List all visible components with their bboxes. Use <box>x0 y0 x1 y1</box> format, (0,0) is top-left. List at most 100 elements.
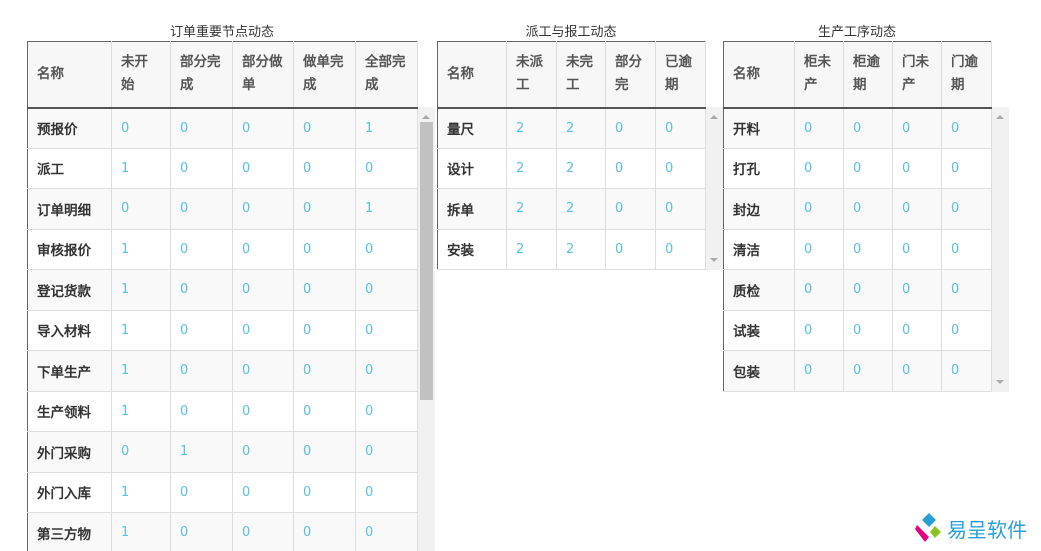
row-value[interactable]: 0 <box>232 188 294 230</box>
row-value[interactable]: 0 <box>355 472 418 513</box>
table-row[interactable]: 开料 0 0 0 0 <box>723 107 992 149</box>
column-header[interactable]: 名称 <box>723 41 795 109</box>
row-value[interactable]: 2 <box>506 148 557 189</box>
column-header[interactable]: 未完工 <box>556 41 606 109</box>
row-value[interactable]: 0 <box>232 229 294 270</box>
table-row[interactable]: 量尺 2 2 0 0 <box>437 107 706 149</box>
row-value[interactable]: 0 <box>941 107 992 149</box>
row-value[interactable]: 0 <box>232 391 294 432</box>
table-row[interactable]: 导入材料 1 0 0 0 0 <box>27 310 418 351</box>
column-header[interactable]: 未派工 <box>506 41 557 109</box>
row-value[interactable]: 1 <box>355 188 418 230</box>
table-row[interactable]: 质检 0 0 0 0 <box>723 269 992 311</box>
row-value[interactable]: 0 <box>293 229 356 270</box>
table-row[interactable]: 生产领料 1 0 0 0 0 <box>27 391 418 432</box>
row-value[interactable]: 0 <box>794 350 844 392</box>
table-row[interactable]: 预报价 0 0 0 0 1 <box>27 107 418 149</box>
column-header[interactable]: 名称 <box>27 41 112 109</box>
row-value[interactable]: 0 <box>111 188 171 230</box>
scroll-up-icon[interactable] <box>422 115 430 119</box>
row-value[interactable]: 2 <box>556 188 606 230</box>
column-header[interactable]: 柜逾期 <box>843 41 893 109</box>
table-row[interactable]: 第三方物 1 0 0 0 0 <box>27 512 418 551</box>
row-value[interactable]: 0 <box>293 310 356 351</box>
table-row[interactable]: 派工 1 0 0 0 0 <box>27 148 418 189</box>
scroll-down-icon[interactable] <box>996 380 1004 384</box>
row-value[interactable]: 0 <box>843 188 893 230</box>
row-value[interactable]: 0 <box>293 107 356 149</box>
row-value[interactable]: 0 <box>655 148 706 189</box>
column-header[interactable]: 部分完 <box>605 41 656 109</box>
row-value[interactable]: 0 <box>293 148 356 189</box>
table-row[interactable]: 设计 2 2 0 0 <box>437 148 706 189</box>
row-value[interactable]: 0 <box>170 188 233 230</box>
row-value[interactable]: 0 <box>892 148 942 189</box>
row-value[interactable]: 0 <box>794 229 844 270</box>
row-value[interactable]: 0 <box>232 350 294 392</box>
row-value[interactable]: 0 <box>605 107 656 149</box>
row-value[interactable]: 0 <box>843 310 893 351</box>
row-value[interactable]: 0 <box>170 229 233 270</box>
row-value[interactable]: 0 <box>941 188 992 230</box>
table-row[interactable]: 清洁 0 0 0 0 <box>723 229 992 270</box>
row-value[interactable]: 0 <box>355 350 418 392</box>
row-value[interactable]: 0 <box>170 310 233 351</box>
row-value[interactable]: 0 <box>892 310 942 351</box>
row-value[interactable]: 2 <box>556 229 606 270</box>
row-value[interactable]: 0 <box>941 148 992 189</box>
column-header[interactable]: 部分做单 <box>232 41 294 109</box>
dispatch-scrollbar[interactable] <box>706 107 723 270</box>
row-value[interactable]: 1 <box>170 431 233 473</box>
column-header[interactable]: 部分完成 <box>170 41 233 109</box>
row-value[interactable]: 0 <box>655 188 706 230</box>
row-value[interactable]: 0 <box>892 229 942 270</box>
row-value[interactable]: 2 <box>506 229 557 270</box>
row-value[interactable]: 0 <box>232 107 294 149</box>
row-value[interactable]: 1 <box>111 310 171 351</box>
scroll-up-icon[interactable] <box>710 115 718 119</box>
row-value[interactable]: 1 <box>111 269 171 311</box>
row-value[interactable]: 2 <box>506 107 557 149</box>
row-value[interactable]: 0 <box>655 229 706 270</box>
row-value[interactable]: 0 <box>941 269 992 311</box>
row-value[interactable]: 0 <box>232 148 294 189</box>
column-header[interactable]: 做单完成 <box>293 41 356 109</box>
table-row[interactable]: 订单明细 0 0 0 0 1 <box>27 188 418 230</box>
production-scrollbar[interactable] <box>992 107 1009 392</box>
row-value[interactable]: 1 <box>111 472 171 513</box>
row-value[interactable]: 0 <box>355 229 418 270</box>
table-row[interactable]: 试装 0 0 0 0 <box>723 310 992 351</box>
row-value[interactable]: 0 <box>170 148 233 189</box>
row-value[interactable]: 0 <box>111 431 171 473</box>
column-header[interactable]: 名称 <box>437 41 507 109</box>
row-value[interactable]: 0 <box>794 148 844 189</box>
table-row[interactable]: 封边 0 0 0 0 <box>723 188 992 230</box>
row-value[interactable]: 0 <box>232 472 294 513</box>
row-value[interactable]: 0 <box>892 350 942 392</box>
table-row[interactable]: 外门采购 0 1 0 0 0 <box>27 431 418 473</box>
row-value[interactable]: 0 <box>605 188 656 230</box>
table-row[interactable]: 登记货款 1 0 0 0 0 <box>27 269 418 311</box>
row-value[interactable]: 0 <box>794 188 844 230</box>
row-value[interactable]: 2 <box>556 148 606 189</box>
table-row[interactable]: 安装 2 2 0 0 <box>437 229 706 270</box>
row-value[interactable]: 0 <box>794 107 844 149</box>
column-header[interactable]: 柜未产 <box>794 41 844 109</box>
row-value[interactable]: 0 <box>232 431 294 473</box>
row-value[interactable]: 0 <box>794 310 844 351</box>
row-value[interactable]: 1 <box>111 391 171 432</box>
row-value[interactable]: 0 <box>293 188 356 230</box>
table-row[interactable]: 包装 0 0 0 0 <box>723 350 992 392</box>
row-value[interactable]: 0 <box>293 269 356 311</box>
row-value[interactable]: 0 <box>892 269 942 311</box>
table-row[interactable]: 审核报价 1 0 0 0 0 <box>27 229 418 270</box>
row-value[interactable]: 0 <box>293 472 356 513</box>
column-header[interactable]: 已逾期 <box>655 41 706 109</box>
row-value[interactable]: 1 <box>111 512 171 551</box>
table-row[interactable]: 拆单 2 2 0 0 <box>437 188 706 230</box>
row-value[interactable]: 0 <box>355 431 418 473</box>
row-value[interactable]: 2 <box>506 188 557 230</box>
row-value[interactable]: 0 <box>355 148 418 189</box>
row-value[interactable]: 0 <box>170 107 233 149</box>
row-value[interactable]: 0 <box>605 148 656 189</box>
